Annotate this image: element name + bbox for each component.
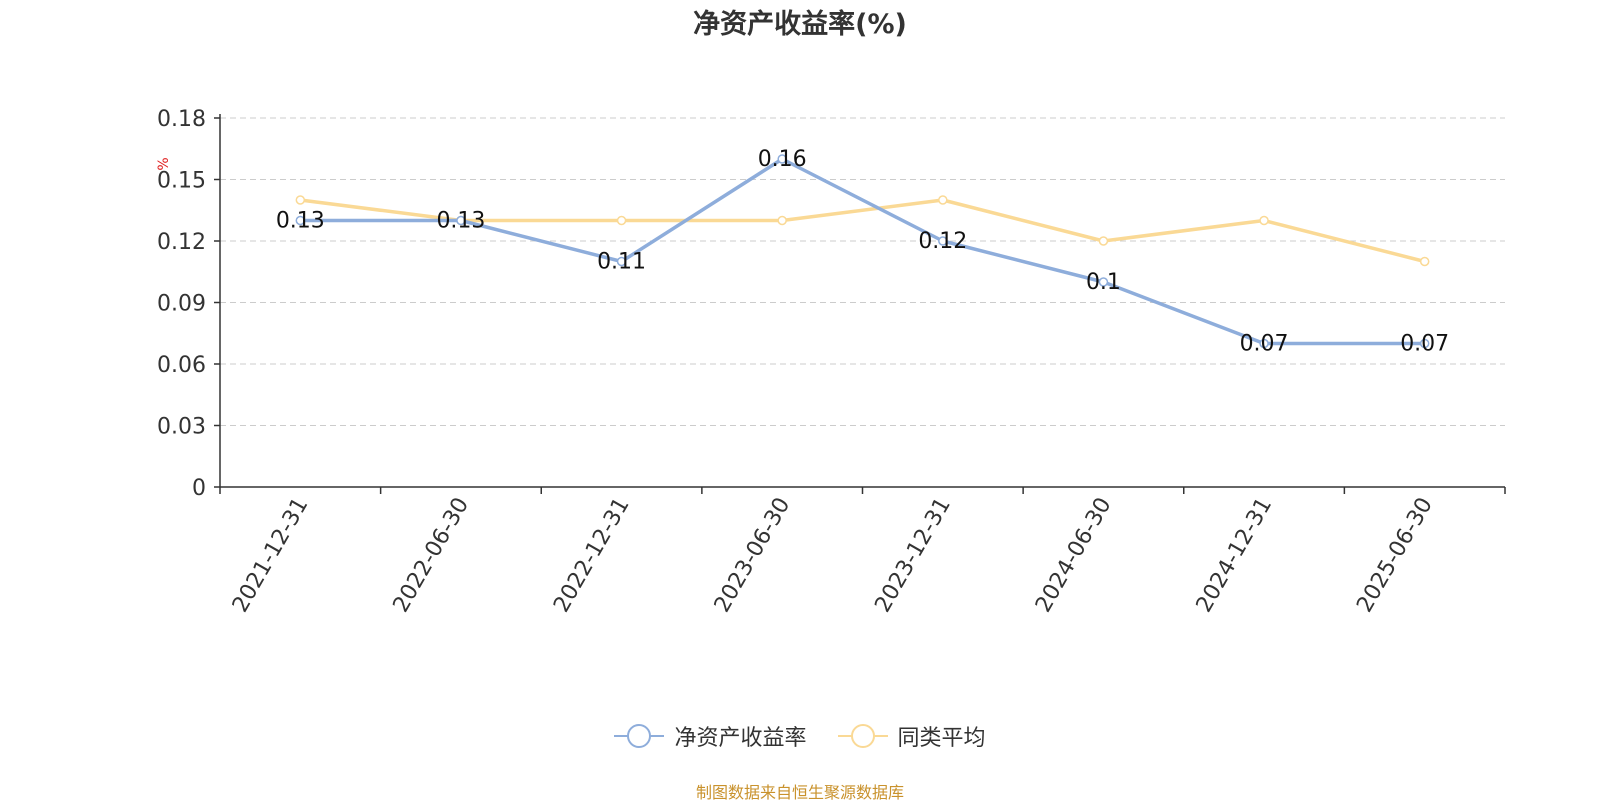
legend-label-peer-average: 同类平均 [897, 726, 986, 751]
data-point[interactable] [1259, 215, 1269, 226]
data-point[interactable] [456, 215, 466, 226]
data-point[interactable] [295, 195, 306, 205]
legend-item-peer-average[interactable]: 同类平均 [837, 720, 986, 752]
y-tick-label: 0.12 [157, 230, 206, 255]
y-tick-label: 0.06 [157, 353, 206, 378]
data-labels: 0.13 0.13 0.11 0.16 0.12 0.1 0.07 0.07 [276, 147, 1449, 357]
data-point[interactable] [1098, 277, 1109, 287]
data-point[interactable] [777, 215, 787, 226]
data-point[interactable] [1259, 338, 1269, 349]
data-point[interactable] [616, 256, 627, 267]
y-tick-label: 0.15 [157, 169, 206, 194]
data-point[interactable] [777, 154, 787, 164]
data-point[interactable] [616, 215, 627, 226]
source-note: 制图数据来自恒生聚源数据库 [695, 783, 904, 802]
y-tick-label: 0 [192, 476, 206, 501]
data-label: 0.12 [918, 229, 967, 254]
legend-label-roe: 净资产收益率 [674, 726, 807, 751]
data-point[interactable] [938, 236, 948, 246]
data-label: 0.07 [1400, 332, 1449, 357]
chart-title: 净资产收益率(%) [693, 9, 907, 40]
legend-item-roe[interactable]: 净资产收益率 [614, 720, 807, 752]
y-axis-label: % [156, 157, 172, 170]
data-point[interactable] [1419, 338, 1430, 349]
data-point[interactable] [1098, 236, 1109, 246]
legend-line-circle-icon [614, 724, 665, 748]
data-label: 0.11 [597, 250, 646, 275]
data-label: 0.13 [276, 209, 325, 234]
legend-line-circle-icon [837, 724, 888, 748]
x-tick-label: 2021-12-31 [228, 494, 314, 617]
data-label: 0.1 [1086, 270, 1121, 295]
series-layer [295, 154, 1430, 349]
series-line [298, 198, 1427, 264]
x-tick-label: 2024-12-31 [1192, 494, 1278, 617]
data-label: 0.13 [436, 209, 485, 234]
x-tick-label: 2023-12-31 [870, 494, 956, 617]
data-label: 0.16 [758, 147, 807, 172]
y-tick-label: 0.18 [157, 107, 206, 132]
grid-lines [220, 117, 1505, 426]
x-tick-label: 2022-12-31 [549, 494, 635, 617]
y-tick-label: 0.03 [157, 415, 206, 440]
x-tick-label: 2022-06-30 [389, 494, 475, 617]
data-point[interactable] [938, 195, 948, 205]
data-label: 0.07 [1240, 332, 1289, 357]
legend: 净资产收益率 同类平均 [0, 720, 1600, 755]
data-point[interactable] [295, 215, 306, 226]
x-tick-label: 2023-06-30 [710, 494, 796, 617]
x-tick-label: 2024-06-30 [1031, 494, 1117, 617]
y-tick-label: 0.09 [157, 292, 206, 317]
data-point[interactable] [1419, 256, 1430, 267]
series-line [298, 157, 1427, 346]
x-tick-label: 2025-06-30 [1352, 494, 1438, 617]
